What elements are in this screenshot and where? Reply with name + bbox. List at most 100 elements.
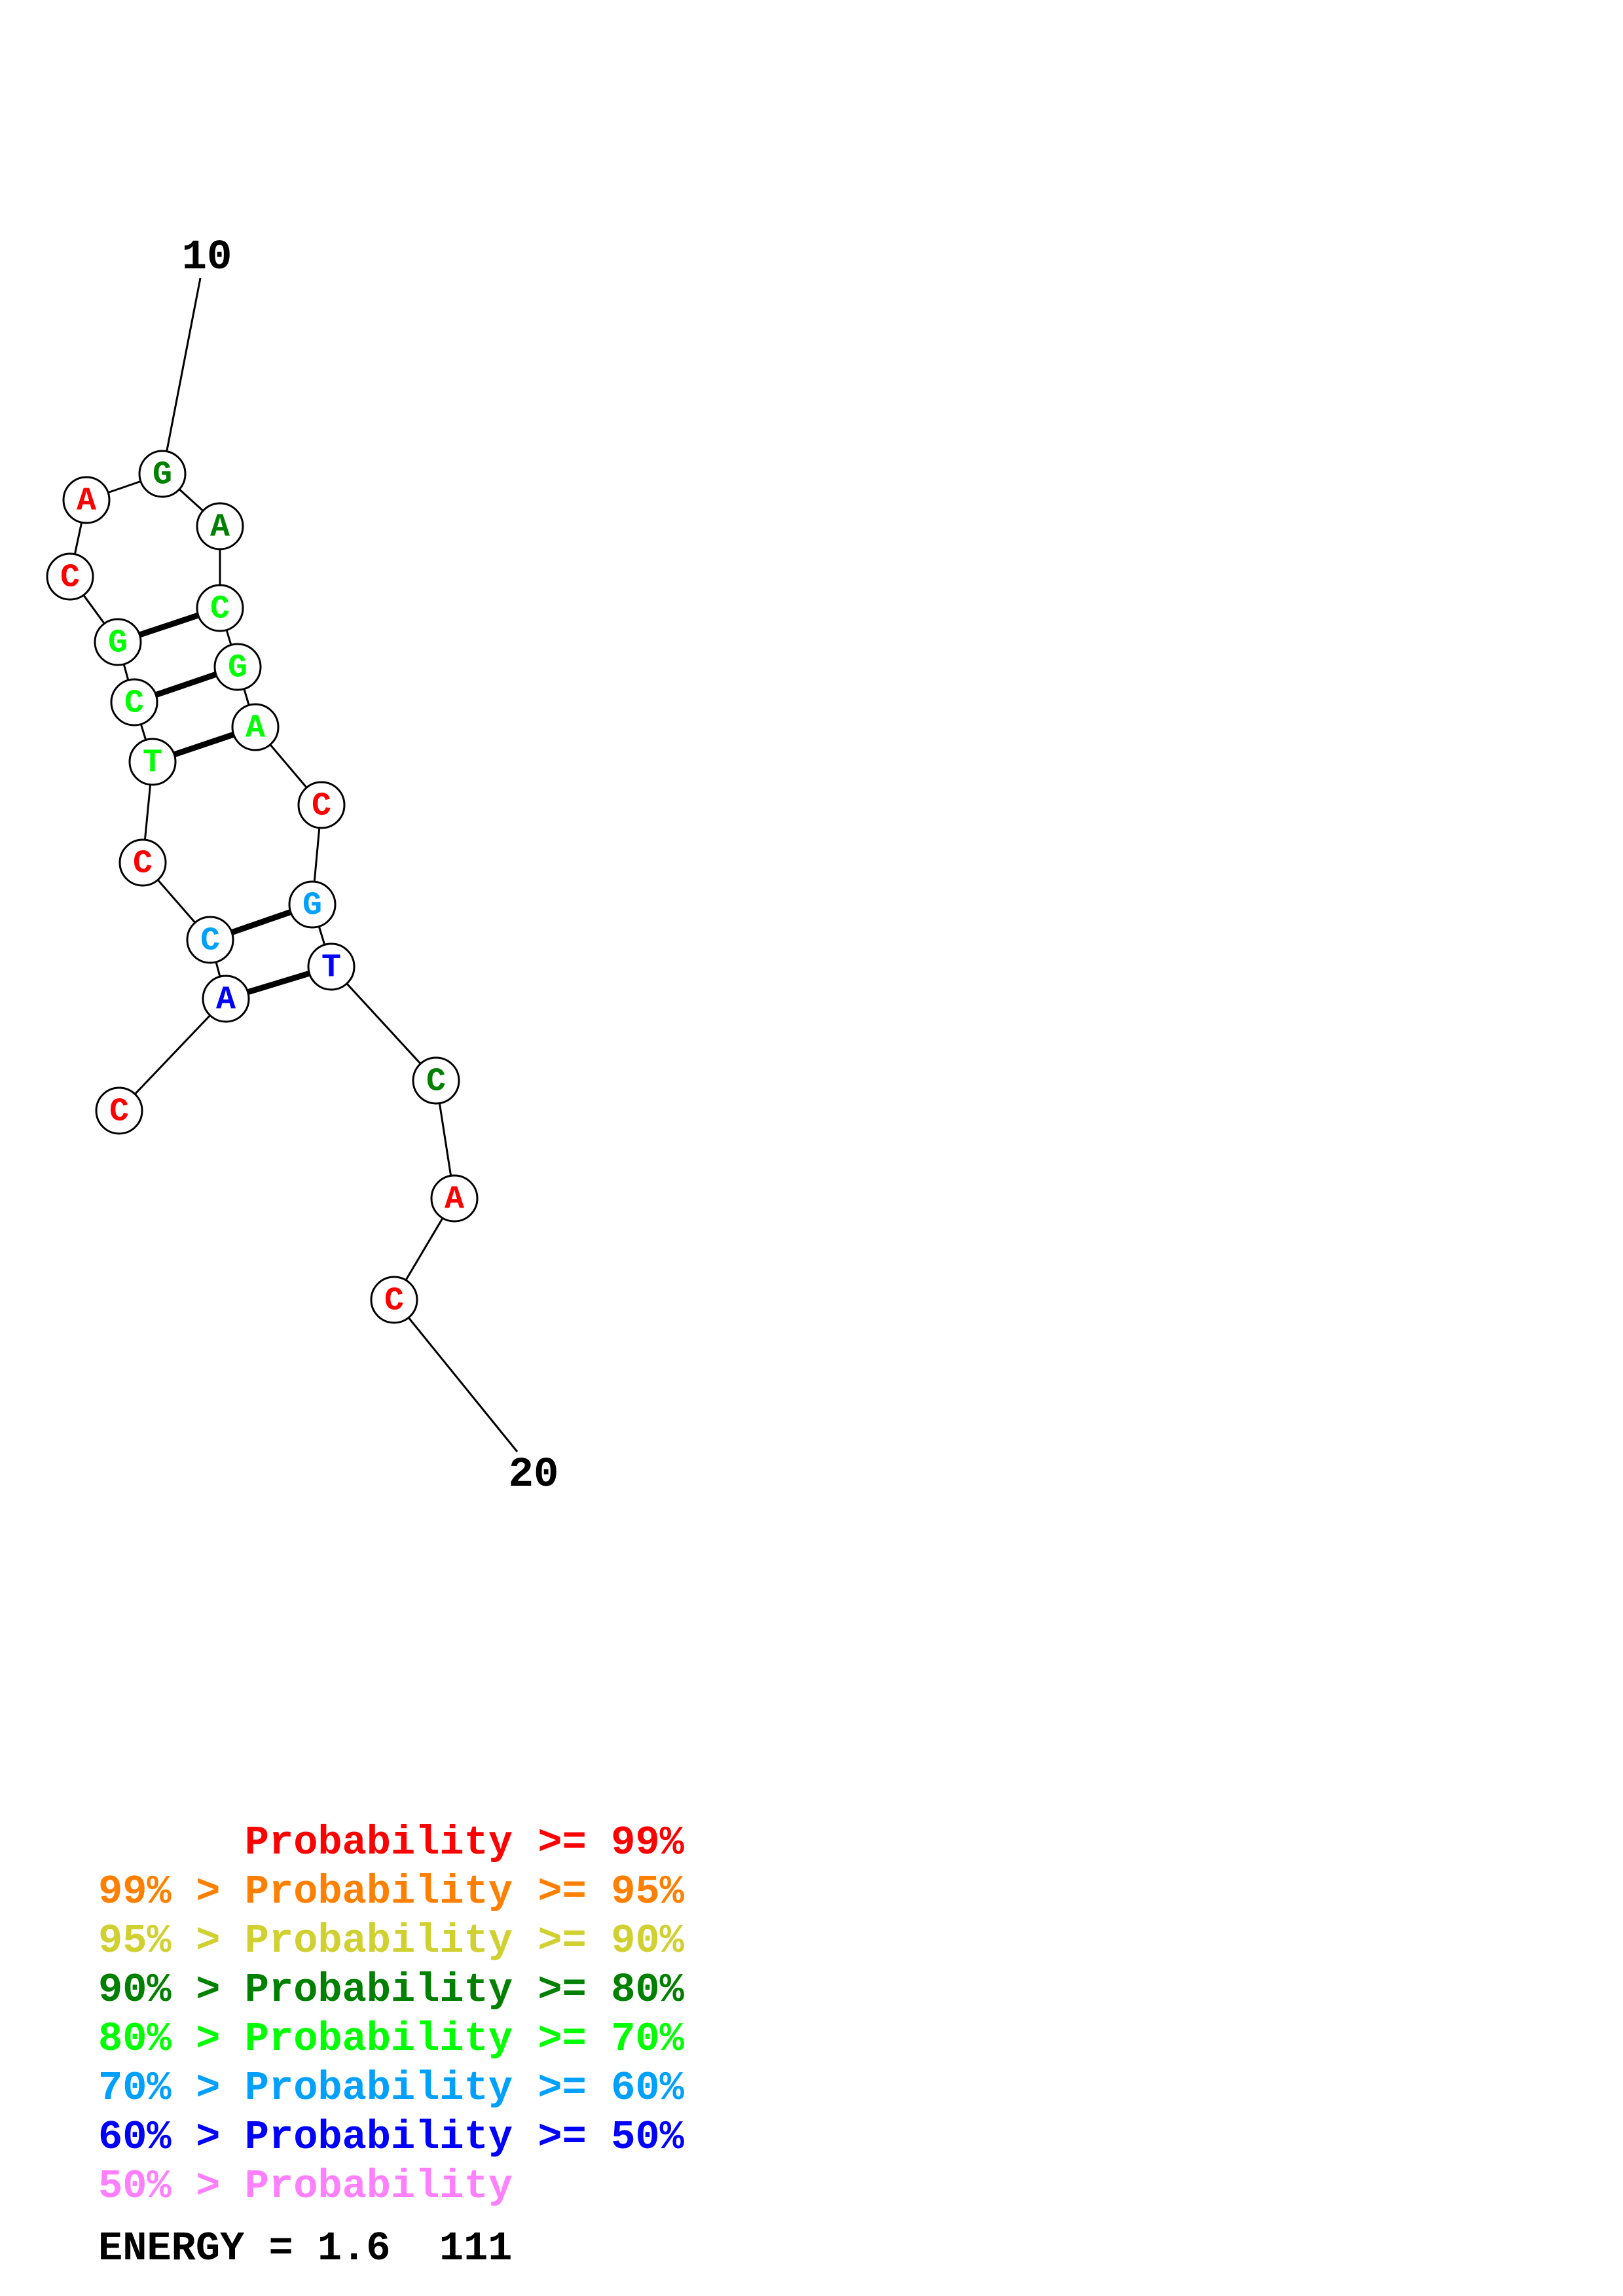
probability-legend: Probability >= 99% 99% > Probability >= 95% 95% >… — [98, 1818, 684, 2211]
nucleotide-node: A — [62, 476, 111, 524]
legend-op: >= — [538, 1967, 587, 2013]
backbone-layer — [69, 473, 456, 1300]
nucleotide-base-label: A — [210, 509, 230, 547]
legend-suffix: 60% — [611, 2065, 684, 2111]
legend-suffix: 80% — [611, 1967, 684, 2013]
legend-op: >= — [538, 2065, 587, 2111]
nucleotide-circle — [202, 975, 250, 1023]
nucleotide-node: T — [307, 942, 356, 991]
legend-label: Probability — [244, 2114, 513, 2161]
nucleotide-circle — [213, 643, 262, 691]
legend-suffix: 70% — [611, 2016, 684, 2062]
nucleotide-base-label: C — [426, 1064, 446, 1101]
legend-prefix: 80% — [98, 2016, 172, 2062]
nucleotide-circle — [196, 502, 244, 550]
nucleotide-base-label: C — [124, 685, 144, 723]
legend-prefix: 50% — [98, 2163, 172, 2210]
nucleotide-base-label: T — [321, 950, 341, 987]
nucleotide-base-label: G — [302, 888, 322, 925]
nucleotide-node: C — [297, 781, 346, 829]
nucleotide-base-label: C — [60, 560, 80, 597]
nucleotide-base-label: C — [109, 1094, 129, 1131]
position-tick-line — [161, 278, 202, 475]
nucleotide-circle — [297, 781, 346, 829]
legend-sep: > — [196, 1967, 221, 2013]
nucleotide-circle — [119, 838, 167, 887]
nucleotide-circle — [370, 1276, 418, 1324]
nucleotide-base-label: C — [312, 788, 331, 825]
legend-row: 90% > Probability >= 80% — [98, 1965, 684, 2015]
legend-op: >= — [538, 1869, 587, 1915]
nucleotide-circle — [128, 738, 177, 786]
position-tick-line — [393, 1299, 519, 1452]
nucleotide-node: C — [196, 584, 244, 632]
nucleotide-node: A — [202, 975, 250, 1023]
nucleotide-circle — [95, 1086, 143, 1135]
legend-op: >= — [538, 2114, 587, 2161]
legend-row: 60% > Probability >= 50% — [98, 2113, 684, 2162]
nucleotide-node: G — [213, 643, 262, 691]
legend-label: Probability — [244, 2065, 513, 2111]
backbone-segment — [330, 965, 437, 1082]
nucleotide-node: T — [128, 738, 177, 786]
nucleotide-node: C — [95, 1086, 143, 1135]
nucleotide-node: A — [430, 1174, 479, 1223]
nucleotide-base-label: A — [216, 982, 236, 1019]
position-label-10: 10 — [182, 234, 232, 281]
legend-suffix: 90% — [611, 1918, 684, 1964]
nucleotide-node: G — [288, 880, 337, 929]
nucleotide-circle — [430, 1174, 479, 1223]
nucleotide-base-label: G — [108, 625, 128, 662]
legend-sep: > — [196, 2163, 221, 2210]
nucleotide-base-label: C — [384, 1283, 404, 1320]
nucleotide-base-label: C — [200, 923, 220, 960]
legend-label: Probability — [244, 1869, 513, 1915]
nucleotide-node: G — [138, 450, 187, 498]
legend-sep: > — [196, 2065, 221, 2111]
legend-suffix: 99% — [611, 1820, 684, 1866]
nucleotide-circle — [94, 618, 142, 666]
legend-label: Probability — [244, 2163, 513, 2210]
nucleotide-node: A — [196, 502, 244, 550]
backbone-segment — [118, 997, 227, 1112]
nucleotide-node: G — [94, 618, 142, 666]
nucleotide-circle — [110, 678, 158, 726]
legend-op: >= — [538, 1918, 587, 1964]
nucleotide-circle — [196, 584, 244, 632]
legend-row: 50% > Probability — [98, 2162, 684, 2211]
nucleotide-base-label: G — [228, 650, 247, 687]
energy-label: ENERGY = 1.6 111 — [98, 2225, 513, 2272]
nucleotide-node: C — [119, 838, 167, 887]
nucleotide-circle — [138, 450, 187, 498]
nucleotide-base-label: A — [77, 483, 96, 520]
legend-prefix: 60% — [98, 2114, 172, 2161]
nucleotide-circle — [186, 916, 234, 964]
legend-label: Probability — [244, 2016, 513, 2062]
nucleotide-base-label: A — [445, 1181, 464, 1219]
nucleotide-circle — [412, 1056, 460, 1105]
legend-sep: > — [196, 1869, 221, 1915]
nucleotide-base-label: T — [143, 745, 162, 782]
nucleotide-base-label: C — [133, 846, 153, 883]
position-label-20: 20 — [509, 1452, 559, 1499]
legend-row: Probability >= 99% — [98, 1818, 684, 1867]
legend-op: >= — [538, 2016, 587, 2062]
legend-prefix: 90% — [98, 1967, 172, 2013]
legend-sep: > — [196, 2016, 221, 2062]
nucleotide-circle — [288, 880, 337, 929]
nucleotide-node: C — [46, 552, 94, 601]
legend-sep: > — [196, 2114, 221, 2161]
nucleotide-node: C — [186, 916, 234, 964]
nucleotide-circle — [231, 703, 280, 751]
nucleotide-base-label: G — [153, 457, 172, 494]
nucleotide-base-label: A — [246, 710, 265, 747]
legend-row: 95% > Probability >= 90% — [98, 1916, 684, 1965]
nucleotide-node: A — [231, 703, 280, 751]
legend-suffix: 50% — [611, 2114, 684, 2161]
position-tick-layer: 10 20 — [161, 234, 559, 1499]
legend-row: 70% > Probability >= 60% — [98, 2064, 684, 2113]
legend-prefix: 95% — [98, 1918, 172, 1964]
nucleotide-circle — [46, 552, 94, 601]
